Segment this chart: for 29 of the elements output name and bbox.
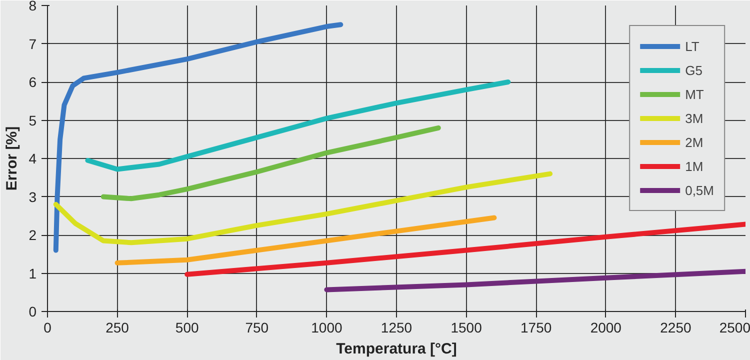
y-tick-label: 6 (28, 74, 37, 90)
y-tick-label: 3 (28, 188, 37, 205)
y-tick-label: 4 (28, 150, 37, 166)
legend-label: MT (685, 86, 705, 102)
legend-label: G5 (685, 62, 704, 78)
y-tick-label: 5 (28, 112, 37, 128)
y-tick-label: 2 (28, 227, 37, 243)
y-tick-label: 1 (28, 265, 37, 282)
x-tick-label: 250 (106, 320, 130, 336)
x-tick-label: 2500 (719, 320, 750, 336)
y-tick-label: 8 (28, 0, 37, 14)
x-tick-label: 1000 (311, 320, 342, 336)
x-axis-title: Temperatura [°C] (336, 340, 457, 358)
legend-label: 0,5M (685, 182, 714, 198)
x-tick-label: 2250 (660, 320, 692, 336)
y-tick-label: 7 (28, 36, 37, 52)
legend-label: 2M (685, 134, 704, 150)
y-tick-label: 0 (28, 304, 37, 320)
legend-label: 1M (685, 158, 704, 174)
x-tick-label: 500 (175, 320, 199, 336)
legend-label: 3M (685, 110, 704, 126)
x-tick-label: 1250 (380, 320, 412, 336)
legend-label: LT (685, 38, 700, 54)
x-tick-label: 1500 (450, 320, 482, 336)
x-tick-label: 2000 (590, 320, 622, 336)
x-tick-label: 750 (245, 320, 269, 336)
y-axis-title: Error [%] (4, 126, 21, 191)
x-tick-label: 0 (44, 320, 52, 336)
x-tick-label: 1750 (520, 320, 552, 336)
